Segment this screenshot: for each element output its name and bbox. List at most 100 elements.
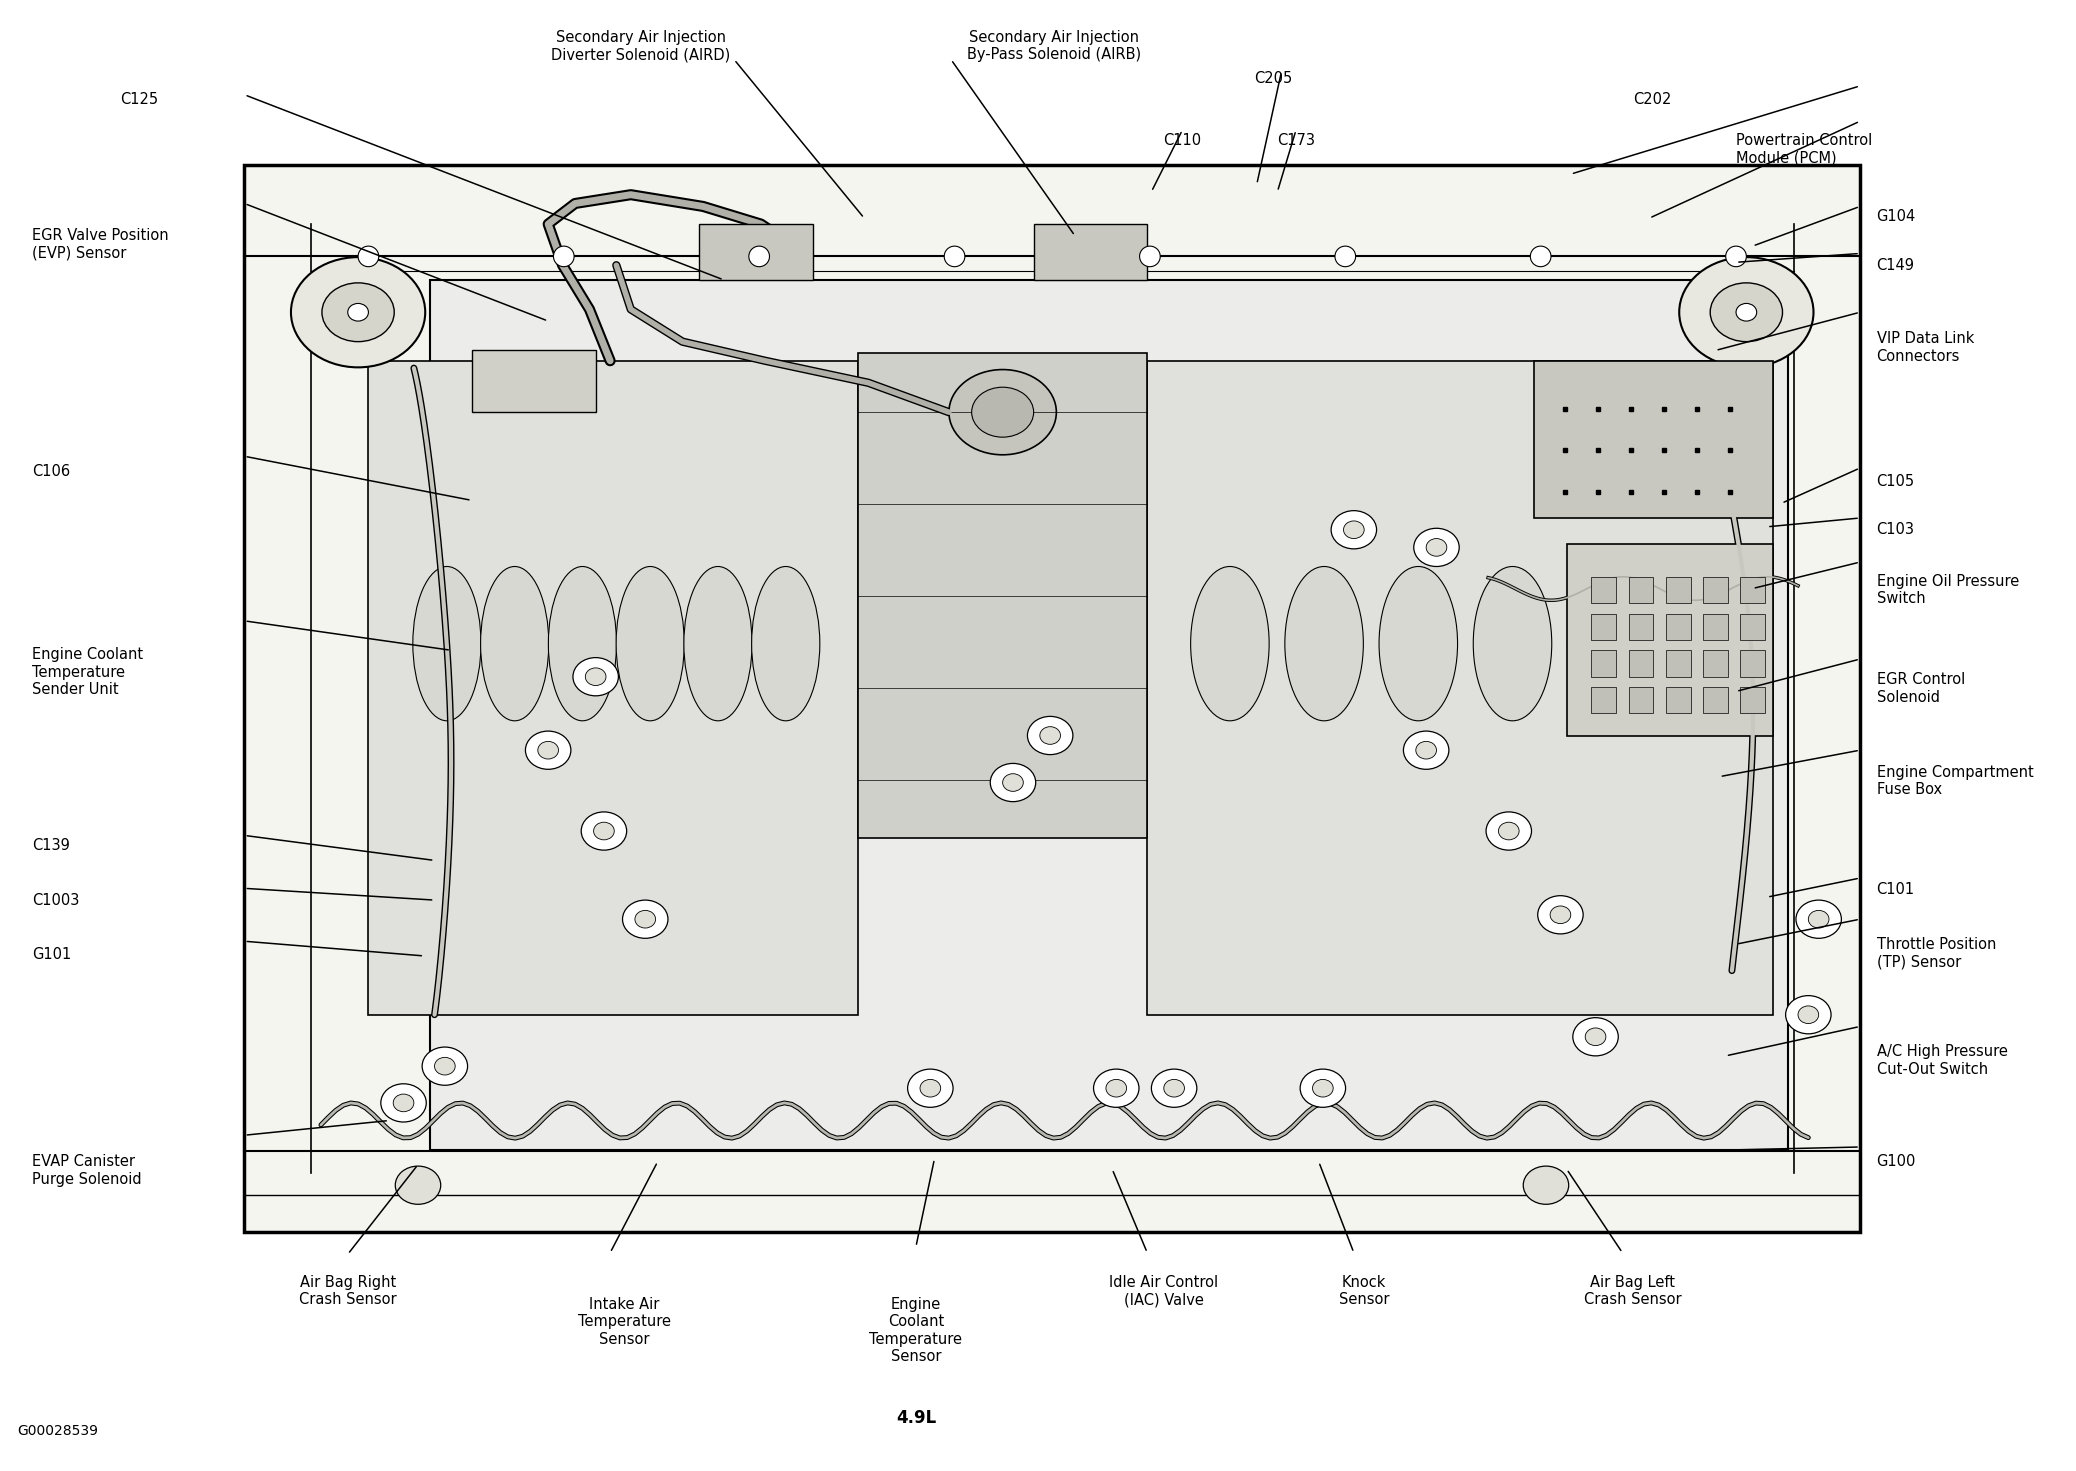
Ellipse shape <box>394 1167 440 1205</box>
Ellipse shape <box>1679 257 1814 368</box>
Text: C149: C149 <box>1877 257 1914 274</box>
Ellipse shape <box>635 911 656 928</box>
Ellipse shape <box>1040 727 1061 744</box>
Ellipse shape <box>752 566 820 721</box>
FancyBboxPatch shape <box>1665 650 1690 677</box>
Text: Secondary Air Injection
Diverter Solenoid (AIRD): Secondary Air Injection Diverter Solenoi… <box>552 29 731 62</box>
Ellipse shape <box>749 246 770 266</box>
Ellipse shape <box>1192 566 1268 721</box>
Text: G104: G104 <box>1877 209 1916 225</box>
FancyBboxPatch shape <box>1592 650 1617 677</box>
Text: Knock
Sensor: Knock Sensor <box>1339 1275 1389 1308</box>
Ellipse shape <box>1586 1028 1607 1046</box>
Text: C139: C139 <box>31 838 71 853</box>
Text: C106: C106 <box>31 463 71 478</box>
Ellipse shape <box>482 566 548 721</box>
Ellipse shape <box>907 1069 953 1108</box>
Ellipse shape <box>920 1080 940 1097</box>
Text: C1003: C1003 <box>31 893 79 908</box>
Ellipse shape <box>291 257 426 368</box>
Ellipse shape <box>1474 566 1551 721</box>
Text: VIP Data Link
Connectors: VIP Data Link Connectors <box>1877 331 1974 363</box>
Ellipse shape <box>1524 1167 1569 1205</box>
Ellipse shape <box>434 1058 455 1075</box>
Text: Throttle Position
(TP) Sensor: Throttle Position (TP) Sensor <box>1877 937 1995 969</box>
Text: C173: C173 <box>1277 132 1314 149</box>
Text: A/C High Pressure
Cut-Out Switch: A/C High Pressure Cut-Out Switch <box>1877 1044 2007 1077</box>
Ellipse shape <box>585 668 606 685</box>
Ellipse shape <box>623 900 668 938</box>
Ellipse shape <box>990 763 1036 802</box>
Ellipse shape <box>421 1047 467 1086</box>
FancyBboxPatch shape <box>1702 577 1727 603</box>
Text: C101: C101 <box>1877 883 1914 897</box>
Ellipse shape <box>538 741 558 759</box>
Ellipse shape <box>594 822 614 840</box>
Text: EGR Control
Solenoid: EGR Control Solenoid <box>1877 672 1964 705</box>
FancyBboxPatch shape <box>1628 650 1652 677</box>
Text: C125: C125 <box>120 91 158 107</box>
FancyBboxPatch shape <box>471 350 596 412</box>
FancyBboxPatch shape <box>1148 360 1773 1015</box>
Ellipse shape <box>945 246 965 266</box>
FancyBboxPatch shape <box>1665 613 1690 640</box>
FancyBboxPatch shape <box>367 360 857 1015</box>
FancyBboxPatch shape <box>430 279 1787 1150</box>
Ellipse shape <box>1530 246 1551 266</box>
Ellipse shape <box>1538 896 1584 934</box>
Ellipse shape <box>1426 538 1447 556</box>
Text: Engine
Coolant
Temperature
Sensor: Engine Coolant Temperature Sensor <box>870 1297 963 1364</box>
Ellipse shape <box>1152 1069 1198 1108</box>
Ellipse shape <box>573 658 619 696</box>
Text: Secondary Air Injection
By-Pass Solenoid (AIRB): Secondary Air Injection By-Pass Solenoid… <box>967 29 1142 62</box>
Text: Air Bag Right
Crash Sensor: Air Bag Right Crash Sensor <box>299 1275 397 1308</box>
Ellipse shape <box>1343 521 1364 538</box>
FancyBboxPatch shape <box>1740 687 1765 713</box>
FancyBboxPatch shape <box>1665 577 1690 603</box>
FancyBboxPatch shape <box>1628 687 1652 713</box>
Ellipse shape <box>1094 1069 1140 1108</box>
Ellipse shape <box>1414 528 1459 566</box>
Ellipse shape <box>1567 566 1646 721</box>
Ellipse shape <box>1736 303 1756 321</box>
Ellipse shape <box>1003 774 1023 791</box>
FancyBboxPatch shape <box>1702 613 1727 640</box>
FancyBboxPatch shape <box>857 353 1148 838</box>
Ellipse shape <box>1711 282 1783 341</box>
Ellipse shape <box>1798 1006 1819 1024</box>
Text: Engine Coolant
Temperature
Sender Unit: Engine Coolant Temperature Sender Unit <box>31 647 143 697</box>
FancyBboxPatch shape <box>1628 577 1652 603</box>
Ellipse shape <box>1300 1069 1345 1108</box>
Ellipse shape <box>1551 906 1572 924</box>
Ellipse shape <box>1028 716 1073 755</box>
Ellipse shape <box>1140 246 1160 266</box>
FancyBboxPatch shape <box>1592 577 1617 603</box>
Ellipse shape <box>1107 1080 1127 1097</box>
Ellipse shape <box>554 246 575 266</box>
Text: Idle Air Control
(IAC) Valve: Idle Air Control (IAC) Valve <box>1109 1275 1219 1308</box>
Ellipse shape <box>349 303 367 321</box>
Text: C103: C103 <box>1877 522 1914 537</box>
Ellipse shape <box>548 566 617 721</box>
Ellipse shape <box>972 387 1034 437</box>
FancyBboxPatch shape <box>1665 687 1690 713</box>
Ellipse shape <box>1403 731 1449 769</box>
FancyBboxPatch shape <box>245 165 1860 1233</box>
FancyBboxPatch shape <box>1740 613 1765 640</box>
Text: Powertrain Control
Module (PCM): Powertrain Control Module (PCM) <box>1736 132 1873 165</box>
Text: C110: C110 <box>1163 132 1202 149</box>
Ellipse shape <box>1796 900 1841 938</box>
Ellipse shape <box>949 369 1057 455</box>
Text: Engine Compartment
Fuse Box: Engine Compartment Fuse Box <box>1877 765 2032 797</box>
Ellipse shape <box>1725 246 1746 266</box>
Ellipse shape <box>1574 1018 1619 1056</box>
FancyBboxPatch shape <box>1534 360 1773 518</box>
Text: G00028539: G00028539 <box>17 1424 98 1439</box>
Ellipse shape <box>1416 741 1437 759</box>
Text: C205: C205 <box>1254 71 1293 87</box>
Ellipse shape <box>1378 566 1457 721</box>
Ellipse shape <box>1312 1080 1333 1097</box>
Ellipse shape <box>1335 246 1356 266</box>
Ellipse shape <box>1331 510 1376 549</box>
Ellipse shape <box>617 566 685 721</box>
